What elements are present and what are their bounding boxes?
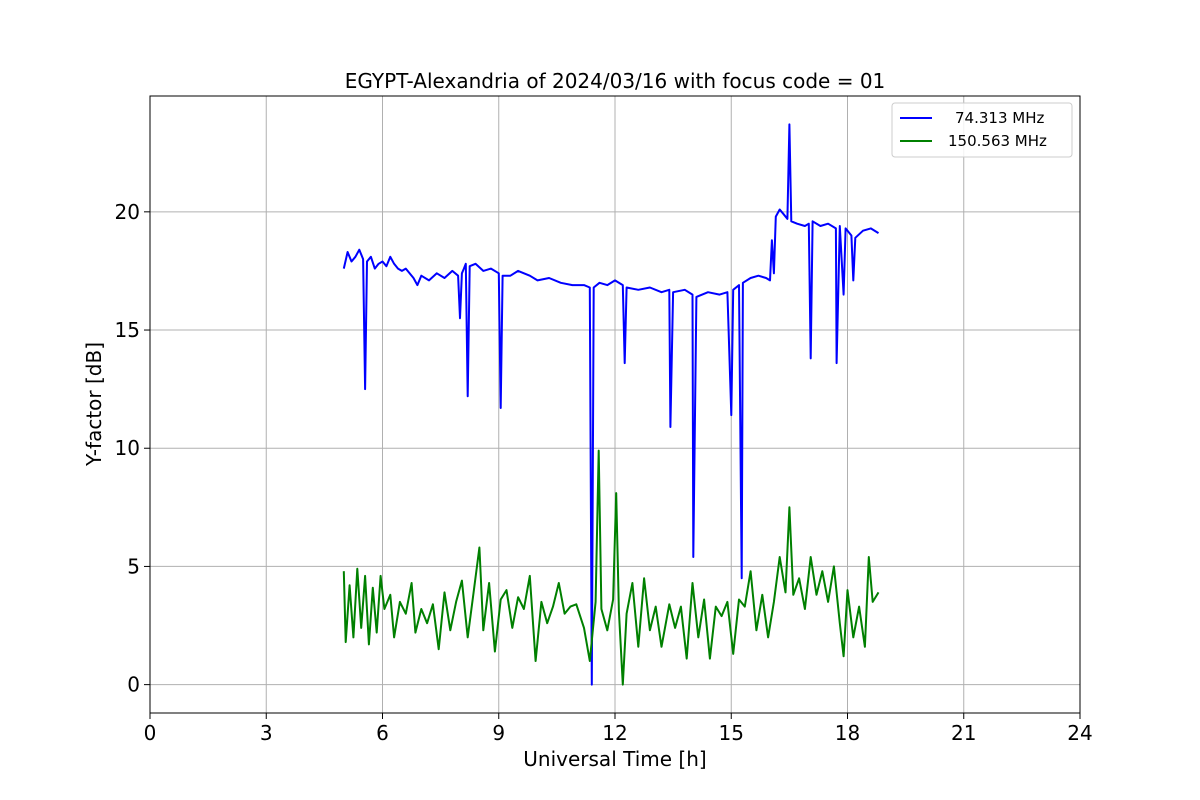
y-tick-label: 5 [127,554,140,578]
y-axis: 0 5 10 15 20 [115,200,150,697]
series-layer [342,123,880,686]
x-axis-title: Universal Time [h] [523,747,706,771]
x-tick-label: 6 [376,721,389,745]
x-tick-label: 24 [1067,721,1092,745]
legend: 74.313 MHz 150.563 MHz [891,102,1073,158]
x-tick-label: 21 [951,721,976,745]
grid [149,96,1081,713]
series-line-0 [342,123,880,686]
y-tick-label: 15 [115,318,140,342]
y-tick-label: 0 [127,673,140,697]
x-tick-label: 15 [719,721,744,745]
x-tick-label: 9 [492,721,505,745]
x-tick-label: 3 [260,721,273,745]
chart-title: EGYPT-Alexandria of 2024/03/16 with focu… [345,69,886,93]
y-axis-title: Y-factor [dB] [82,342,106,467]
x-tick-label: 12 [602,721,627,745]
y-tick-label: 10 [115,436,140,460]
x-tick-label: 0 [144,721,157,745]
y-tick-label: 20 [115,200,140,224]
x-tick-label: 18 [835,721,860,745]
series-line-1 [342,449,880,686]
legend-box [891,102,1073,158]
x-axis: 0 3 6 9 12 15 18 21 24 [144,713,1093,745]
legend-label-74-mhz: 74.313 MHz [955,109,1044,127]
legend-label-150-mhz: 150.563 MHz [948,132,1047,150]
